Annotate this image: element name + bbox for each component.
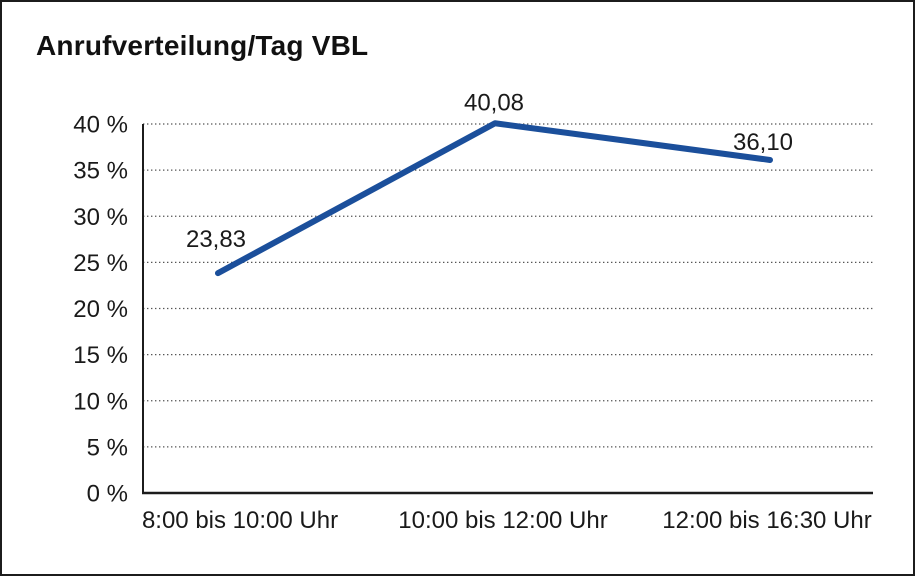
y-tick-label: 5 % (87, 434, 128, 461)
series-line (215, 120, 773, 277)
y-tick-label: 10 % (73, 388, 128, 415)
x-category-label: 8:00 bis 10:00 Uhr (142, 507, 338, 534)
x-category-label: 10:00 bis 12:00 Uhr (398, 507, 607, 534)
y-tick-label: 35 % (73, 158, 128, 185)
data-point-label: 36,10 (733, 129, 793, 156)
y-tick-label: 0 % (87, 481, 128, 508)
chart-title: Anrufverteilung/Tag VBL (36, 30, 369, 61)
y-tick-label: 15 % (73, 342, 128, 369)
y-tick-label: 20 % (73, 296, 128, 323)
data-point-label: 23,83 (186, 226, 246, 253)
y-tick-label: 25 % (73, 250, 128, 277)
y-tick-label: 40 % (73, 112, 128, 139)
data-point-label: 40,08 (464, 89, 524, 116)
x-category-label: 12:00 bis 16:30 Uhr (662, 507, 871, 534)
y-tick-label: 30 % (73, 204, 128, 231)
